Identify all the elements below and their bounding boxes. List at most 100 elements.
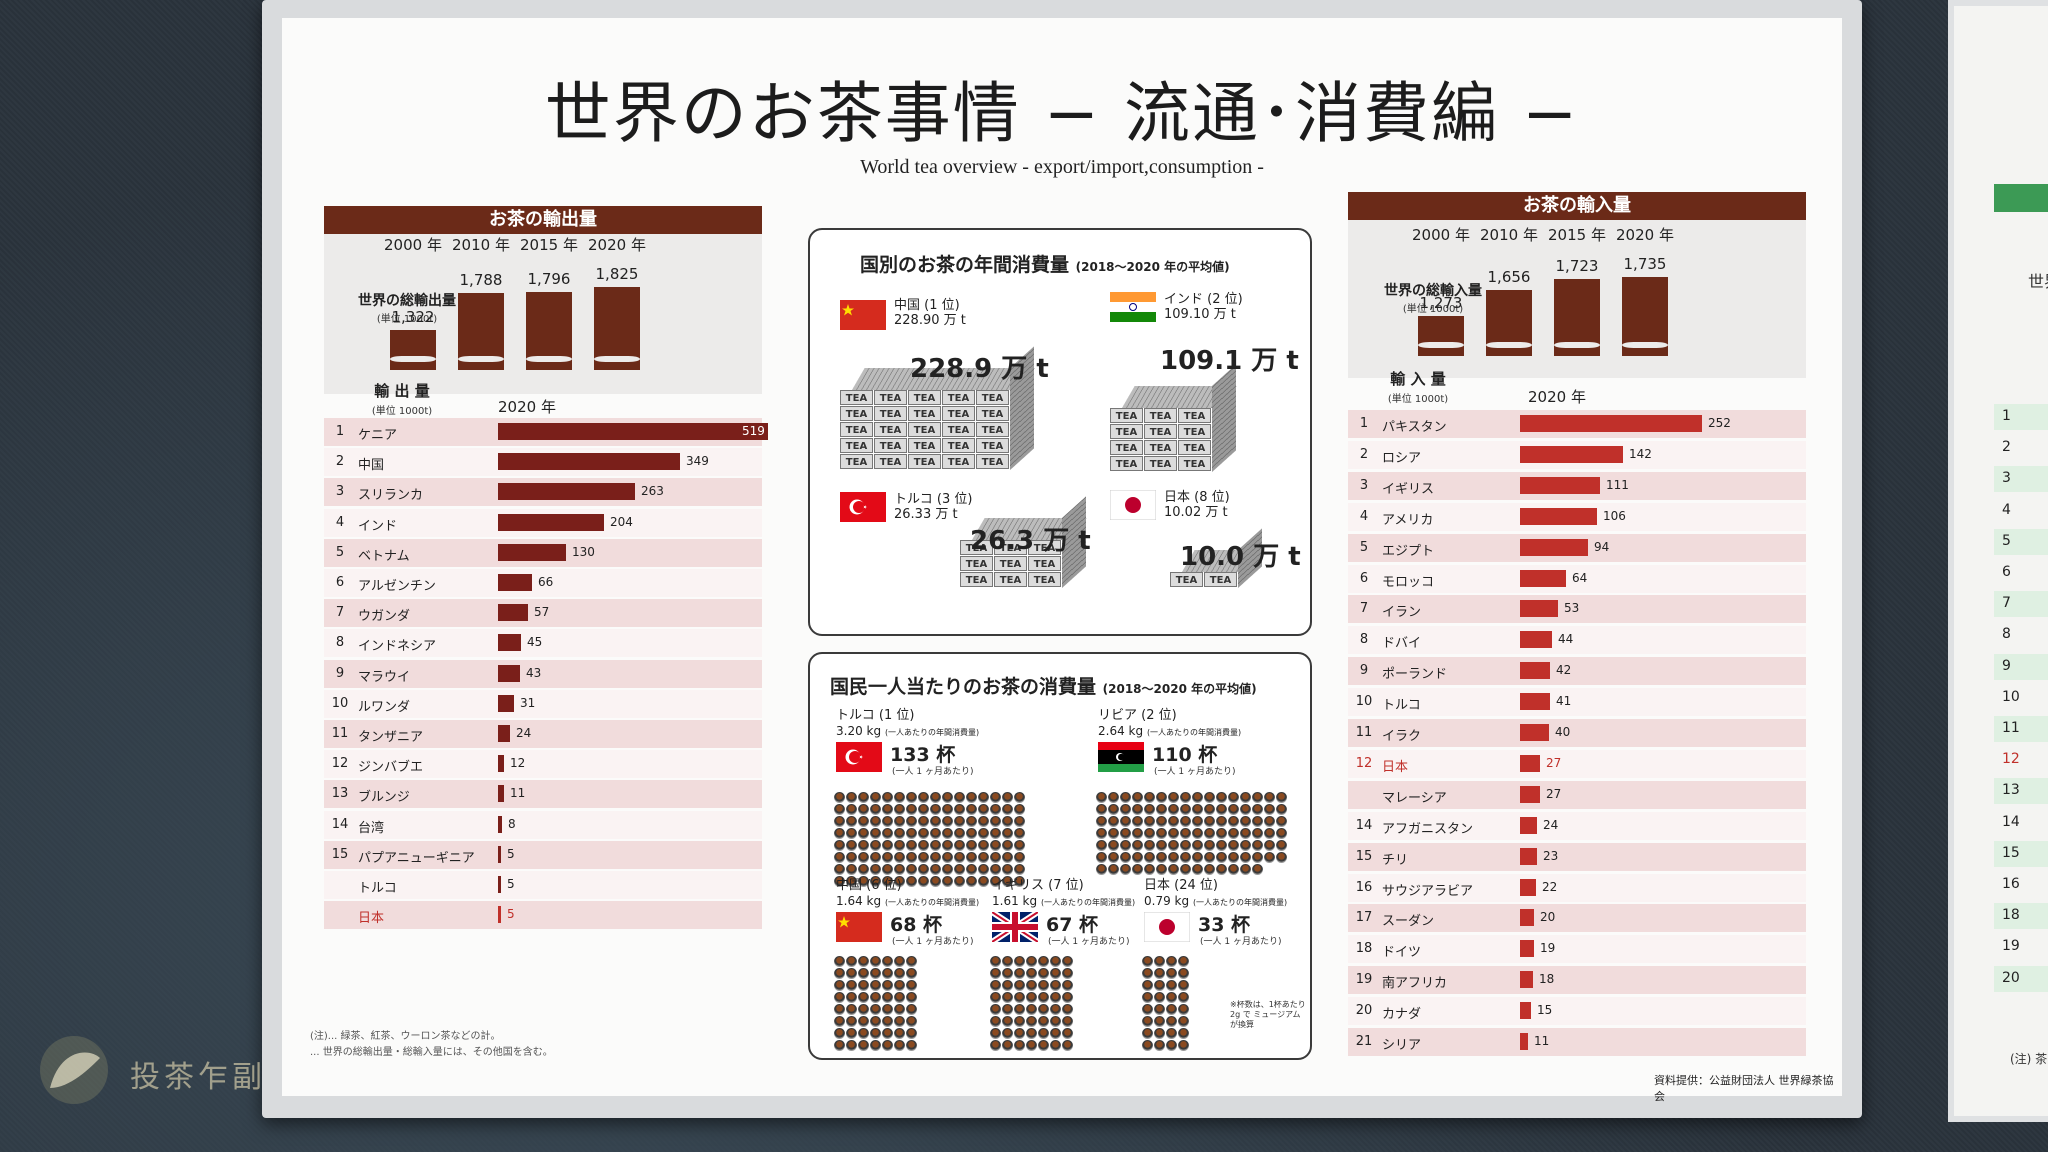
- tea-cup-icon: [1168, 852, 1179, 863]
- tea-cup-icon: [870, 816, 881, 827]
- row-rank: 12: [1355, 755, 1373, 771]
- tea-cup-icon: [906, 980, 917, 991]
- tea-cup-icon: [1014, 876, 1025, 887]
- row-country: パキスタン: [1382, 420, 1447, 435]
- tea-cup-icon: [906, 968, 917, 979]
- tea-cup-icon: [990, 980, 1001, 991]
- tea-block: TEA: [874, 438, 907, 453]
- tea-block: TEA: [840, 422, 873, 437]
- tea-cup-icon: [1252, 816, 1263, 827]
- year-bar: [458, 293, 504, 370]
- cup-grid: [834, 792, 1025, 887]
- table-row: 10 トルコ 41: [1348, 688, 1806, 717]
- tea-cup-icon: [834, 1040, 845, 1051]
- cup-grid: [1096, 792, 1287, 875]
- row-bar: [1520, 415, 1702, 432]
- tea-cup-icon: [846, 840, 857, 851]
- tea-cup-icon: [858, 804, 869, 815]
- tea-cup-icon: [1142, 956, 1153, 967]
- tea-cup-icon: [1002, 980, 1013, 991]
- table-row: 1 ケニア 519: [324, 418, 768, 446]
- tea-stack-side: [1212, 364, 1236, 472]
- percapita-kg: 0.79 kg (一人あたりの年間消費量): [1144, 894, 1287, 908]
- tea-cup-icon: [1204, 864, 1215, 875]
- table-row: 7 ウガンダ 57: [324, 599, 762, 628]
- tea-cup-icon: [1216, 828, 1227, 839]
- tea-cup-icon: [990, 816, 1001, 827]
- tea-cup-icon: [1240, 804, 1251, 815]
- year-value: 1,796: [527, 270, 571, 288]
- tea-cup-icon: [1252, 852, 1263, 863]
- adjacent-row-stripe: [1994, 778, 2048, 805]
- tea-cup-icon: [834, 804, 845, 815]
- tea-cup-icon: [882, 816, 893, 827]
- row-country: アフガニスタン: [1382, 821, 1474, 837]
- percapita-kg: 1.64 kg (一人あたりの年間消費量): [836, 894, 979, 908]
- row-value: 130: [572, 544, 595, 559]
- export-world-unit: (単位 1000t): [376, 314, 438, 325]
- tea-cup-icon: [1168, 792, 1179, 803]
- tea-block: TEA: [840, 438, 873, 453]
- adjacent-row-stripe: [1994, 965, 2048, 992]
- tea-cup-icon: [870, 956, 881, 967]
- tea-cup-icon: [918, 876, 929, 887]
- tea-cup-icon: [882, 968, 893, 979]
- tea-cup-icon: [882, 1028, 893, 1039]
- tea-cup-icon: [1062, 980, 1073, 991]
- adjacent-rank: 11: [2002, 720, 2020, 736]
- tea-cup-icon: [858, 828, 869, 839]
- tea-cup-icon: [1050, 1016, 1061, 1027]
- tea-cup-icon: [990, 864, 1001, 875]
- import-world-unit: (単位 1000t): [1402, 304, 1464, 315]
- tea-cup-icon: [858, 1040, 869, 1051]
- tea-cup-icon: [990, 852, 1001, 863]
- row-value: 15: [1537, 1003, 1553, 1018]
- poster-subtitle: World tea overview - export/import,consu…: [860, 156, 1264, 178]
- tea-cup-icon: [1132, 792, 1143, 803]
- row-rank: 5: [1359, 539, 1369, 555]
- row-value: 40: [1555, 725, 1571, 739]
- tea-cup-icon: [1014, 992, 1025, 1003]
- row-value: 66: [538, 575, 554, 589]
- import-list-unit: (単位 1000t): [1387, 394, 1449, 405]
- cup-count: 110 杯: [1152, 744, 1218, 766]
- tea-cup-icon: [870, 864, 881, 875]
- tea-cup-icon: [1154, 968, 1165, 979]
- tea-cup-icon: [1002, 792, 1013, 803]
- adjacent-rank: 15: [2002, 844, 2020, 861]
- tea-cup-icon: [834, 1004, 845, 1015]
- annual-big-amount: 228.9 万 t: [910, 354, 1049, 384]
- adjacent-rank: 3: [2002, 470, 2011, 487]
- tea-cup-icon: [1180, 852, 1191, 863]
- tea-cup-icon: [1014, 1028, 1025, 1039]
- adjacent-row-stripe: [1994, 591, 2048, 618]
- row-country: マラウイ: [358, 669, 411, 685]
- tea-cup-icon: [1002, 956, 1013, 967]
- row-country: ベトナム: [358, 548, 410, 564]
- watermark-logo: 投茶乍副: [30, 1028, 290, 1108]
- year-value: 1,825: [595, 265, 639, 283]
- tea-cup-icon: [834, 956, 845, 967]
- adjacent-row-stripe: [1994, 653, 2048, 680]
- tea-cup-icon: [1026, 1016, 1037, 1027]
- row-value: 22: [1542, 879, 1558, 894]
- footnote-1: (注)... 緑茶、紅茶、ウーロン茶などの計。: [310, 1031, 501, 1042]
- tea-cup-icon: [990, 1028, 1001, 1039]
- tea-cup-icon: [1026, 1040, 1037, 1051]
- row-rank: 1: [1359, 416, 1369, 431]
- tea-cup-icon: [894, 840, 905, 851]
- tea-cup-icon: [1166, 992, 1177, 1003]
- cn-flag-icon: [836, 912, 882, 942]
- row-bar: [1520, 569, 1566, 587]
- row-rank: 18: [1355, 941, 1373, 957]
- tea-cup-icon: [1252, 792, 1263, 803]
- annual-country: トルコ (3 位) 26.33 万 t: [894, 492, 972, 522]
- year-bar: [1486, 290, 1532, 356]
- tea-block: TEA: [960, 572, 993, 587]
- row-bar: [498, 483, 635, 501]
- tea-cup-icon: [990, 828, 1001, 839]
- tea-cup-icon: [834, 992, 845, 1003]
- export-header: お茶の輸出量: [324, 206, 762, 234]
- tea-cup-icon: [1168, 864, 1179, 875]
- row-value: 11: [1534, 1034, 1550, 1048]
